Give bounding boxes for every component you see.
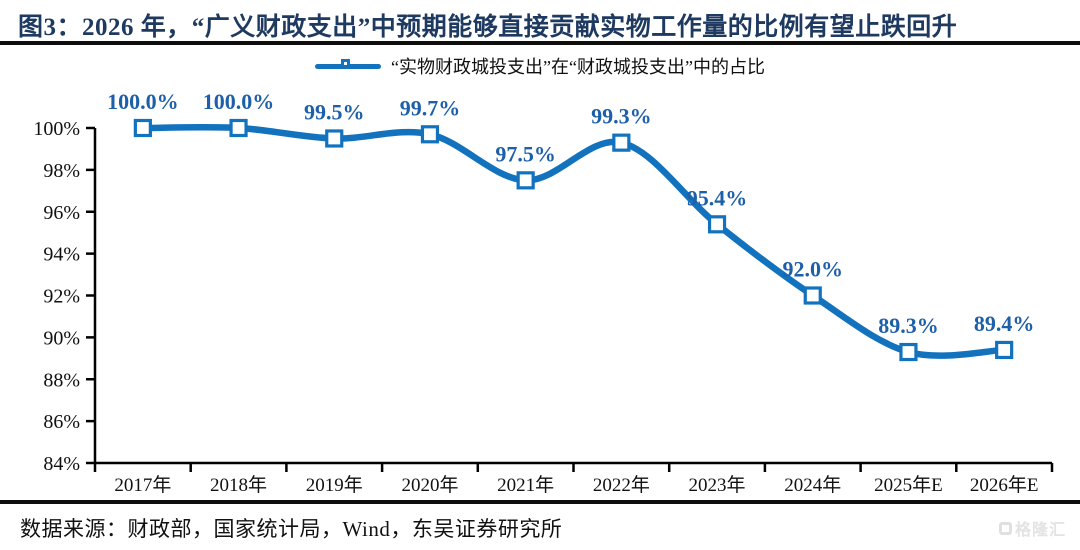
line-chart: 100% 98% 96% 94% 92% 90% 88% 86% 84% 2017年 2018年 20…: [33, 89, 1054, 496]
data-point-marker: [612, 133, 631, 152]
y-axis-tick-label: 100%: [33, 118, 80, 140]
data-point-marker: [899, 342, 918, 362]
data-point-label: 89.4%: [974, 311, 1035, 336]
data-point-label: 89.3%: [878, 313, 939, 338]
figure-title: 图3：2026 年，“广义财政支出”中预期能够直接贡献实物工作量的比例有望止跌回…: [18, 14, 958, 41]
chart-legend: “实物财政城投支出”在“财政城投支出”中的占比: [0, 45, 1080, 87]
footer: 数据来源：财政部，国家统计局，Wind，东吴证券研究所 格隆汇: [0, 504, 1080, 550]
y-axis-tick-label: 92%: [43, 286, 80, 308]
data-point-marker: [516, 171, 535, 190]
legend-square-marker-icon: [341, 58, 351, 68]
y-axis-tick-label: 96%: [43, 202, 80, 224]
gelonghui-logo-icon: [998, 521, 1012, 535]
y-axis-tick-label: 88%: [43, 369, 80, 391]
series-line: [139, 123, 1008, 359]
watermark: 格隆汇: [998, 516, 1066, 540]
data-source-text: 数据来源：财政部，国家统计局，Wind，东吴证券研究所: [20, 517, 563, 541]
data-point-marker: [803, 286, 822, 305]
data-point-label: 100.0%: [203, 89, 275, 114]
data-point-label: 97.5%: [495, 141, 556, 166]
data-point-marker: [995, 340, 1014, 360]
x-axis-tick-label: 2019年: [306, 474, 363, 496]
data-point-label: 95.4%: [687, 185, 748, 210]
x-axis-tick-label: 2017年: [114, 474, 171, 496]
y-axis-tick-label: 84%: [43, 453, 80, 475]
figure-title-bar: 图3：2026 年，“广义财政支出”中预期能够直接贡献实物工作量的比例有望止跌回…: [0, 0, 1080, 41]
x-axis-tick-label: 2026年E: [970, 474, 1039, 496]
data-point-marker: [229, 118, 248, 138]
data-point-marker: [707, 215, 727, 234]
data-point-label: 92.0%: [783, 257, 844, 282]
y-axis-tick-label: 94%: [43, 244, 80, 266]
watermark-text: 格隆汇: [1014, 522, 1066, 539]
data-point-label: 99.5%: [304, 99, 365, 124]
x-axis-tick-label: 2024年: [784, 474, 841, 496]
data-point-marker: [133, 118, 152, 138]
data-point-marker: [420, 125, 440, 144]
x-axis-tick-label: 2022年: [593, 474, 650, 496]
y-axis-tick-label: 90%: [43, 327, 80, 349]
data-point-marker: [325, 129, 344, 148]
legend-label: “实物财政城投支出”在“财政城投支出”中的占比: [391, 57, 765, 77]
footer-divider-rule: [0, 500, 1080, 504]
x-axis-tick-label: 2020年: [401, 474, 458, 496]
data-point-label: 99.3%: [591, 104, 652, 129]
x-axis-tick-label: 2018年: [210, 474, 267, 496]
x-axis-tick-label: 2021年: [497, 474, 554, 496]
y-axis-tick-label: 86%: [43, 411, 80, 433]
title-divider-rule: [0, 41, 1080, 45]
data-point-label: 99.7%: [400, 95, 461, 120]
x-axis-tick-label: 2023年: [689, 474, 746, 496]
x-axis-tick-label: 2025年E: [874, 474, 943, 496]
chart-area: 100% 98% 96% 94% 92% 90% 88% 86% 84% 2017年 2018年 20…: [0, 87, 1080, 499]
data-point-label: 100.0%: [107, 89, 179, 114]
y-axis-tick-label: 98%: [43, 160, 80, 182]
legend-line-marker-icon: [315, 58, 382, 75]
